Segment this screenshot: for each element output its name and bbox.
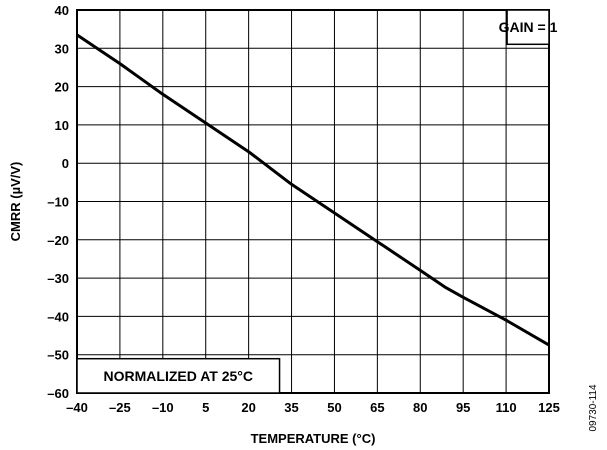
grid (76, 9, 550, 394)
x-tick-label: –40 (66, 400, 88, 415)
x-tick-label: 35 (284, 400, 298, 415)
y-tick-label: –60 (47, 386, 69, 401)
x-tick-label: 110 (496, 400, 517, 415)
y-axis-title: CMRR (µV/V) (8, 162, 23, 242)
normalized-annotation: NORMALIZED AT 25°C (76, 357, 281, 394)
x-tick-label: 80 (413, 400, 427, 415)
figure-id: 09730-114 (588, 384, 599, 432)
x-tick-label: 95 (456, 400, 470, 415)
y-tick-label: 0 (62, 156, 69, 171)
series-line (76, 33, 550, 347)
tick-labels: –40 –25 –10 5 20 35 50 65 80 95 110 125 40 30 20 10 0 –10… (47, 3, 560, 415)
x-tick-label: 5 (202, 400, 209, 415)
y-tick-label: –50 (47, 348, 69, 363)
data-layer (76, 33, 550, 347)
x-axis-title: TEMPERATURE (°C) (251, 431, 376, 446)
plot-frame (76, 9, 550, 394)
x-tick-label: 50 (327, 400, 341, 415)
normalized-annotation-box (76, 357, 281, 394)
x-tick-label: 125 (538, 400, 560, 415)
y-tick-label: –30 (47, 271, 69, 286)
normalized-annotation-label: NORMALIZED AT 25°C (104, 368, 254, 384)
y-tick-label: 30 (55, 41, 69, 56)
y-tick-label: 10 (55, 118, 69, 133)
y-tick-label: –40 (47, 309, 69, 324)
gain-annotation-box (506, 9, 550, 46)
y-tick-label: 40 (55, 3, 69, 18)
gain-annotation-label: GAIN = 1 (499, 19, 558, 35)
y-tick-label: 20 (55, 80, 69, 95)
gain-annotation: GAIN = 1 (499, 9, 558, 46)
x-tick-label: –10 (152, 400, 174, 415)
x-tick-label: 20 (241, 400, 255, 415)
x-tick-label: 65 (370, 400, 384, 415)
y-tick-label: –10 (47, 195, 69, 210)
y-tick-label: –20 (47, 233, 69, 248)
x-tick-label: –25 (109, 400, 131, 415)
